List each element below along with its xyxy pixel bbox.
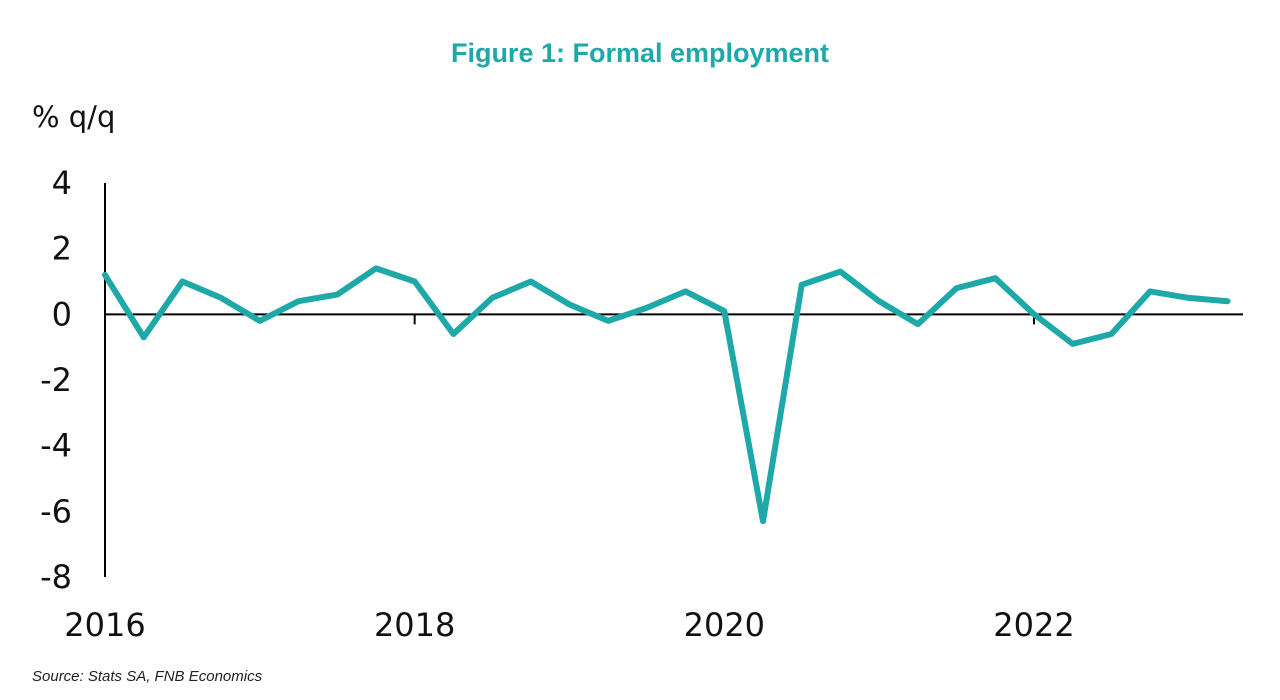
axes [104,183,1243,577]
x-tick-label: 2020 [684,606,765,644]
x-tick-label: 2022 [993,606,1074,644]
x-tick-label: 2018 [374,606,455,644]
y-tick-label: 0 [52,295,72,333]
chart-title: Figure 1: Formal employment [450,38,830,68]
y-axis-label: % q/q [32,100,116,134]
y-tick-label: -6 [40,492,72,530]
x-tick-labels: 2016 2018 2020 2022 [64,606,1074,644]
source-note: Source: Stats SA, FNB Economics [32,668,263,685]
y-tick-label: -2 [40,361,72,399]
x-tick-label: 2016 [64,606,145,644]
series-line [102,265,1231,525]
y-tick-label: 4 [52,164,72,202]
y-tick-labels: 4 2 0 -2 -4 -6 -8 [40,164,72,596]
y-tick-label: -4 [40,427,72,465]
y-tick-label: -8 [40,558,72,596]
series-group [102,265,1231,525]
y-tick-label: 2 [52,230,72,268]
